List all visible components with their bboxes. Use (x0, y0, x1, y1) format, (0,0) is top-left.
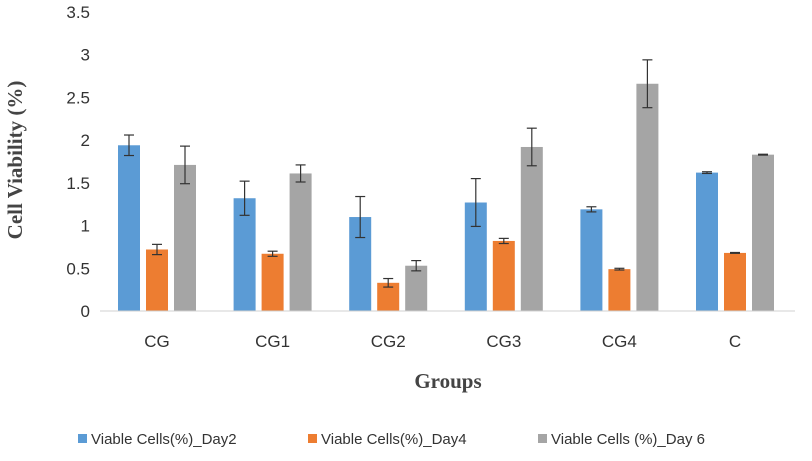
bar (233, 198, 256, 311)
error-bar (411, 259, 422, 272)
legend-swatch (78, 434, 87, 443)
x-tick-label: CG2 (371, 332, 406, 351)
error-bar (702, 171, 712, 175)
bar (349, 217, 372, 311)
x-tick-label: CG4 (602, 332, 637, 351)
bar (724, 252, 746, 311)
bar (520, 146, 543, 311)
bar (464, 202, 487, 311)
error-bar (239, 180, 250, 216)
error-bar (124, 134, 134, 157)
legend-label: Viable Cells(%)_Day2 (91, 431, 237, 448)
bar (580, 209, 603, 311)
legend: Viable Cells(%)_Day2 Viable Cells(%)_Day4… (78, 431, 705, 448)
bar (696, 172, 718, 311)
error-bar (180, 145, 190, 185)
error-bar (267, 250, 278, 257)
error-bar (355, 195, 366, 239)
error-bar (614, 267, 625, 271)
x-tick-label: CG3 (486, 332, 521, 351)
y-tick-label: 2 (81, 131, 90, 150)
x-axis-label: Groups (414, 369, 481, 393)
error-bar (526, 127, 537, 167)
error-bar (470, 177, 481, 228)
error-bar (152, 243, 162, 256)
y-tick-label: 1 (81, 217, 90, 236)
bar (174, 164, 196, 311)
bar (405, 265, 428, 311)
y-axis-label: Cell Viability (%) (3, 81, 27, 240)
bar (261, 253, 284, 311)
bar (146, 249, 168, 311)
error-bar (498, 237, 509, 245)
x-tick-label: C (729, 332, 741, 351)
error-bar (642, 59, 653, 109)
legend-label: Viable Cells(%)_Day4 (321, 431, 467, 448)
x-tick-label: CG (144, 332, 170, 351)
error-bar (730, 251, 740, 254)
error-bar (295, 164, 306, 183)
y-tick-label: 3 (81, 46, 90, 65)
y-tick-label: 2.5 (66, 88, 90, 107)
error-bar (383, 277, 394, 288)
y-tick-label: 0 (81, 302, 90, 321)
legend-label: Viable Cells (%)_Day 6 (551, 431, 705, 448)
bar (377, 282, 400, 311)
bar (492, 240, 515, 311)
bar (636, 83, 659, 311)
x-tick-label: CG1 (255, 332, 290, 351)
legend-swatch (538, 434, 547, 443)
legend-swatch (308, 434, 317, 443)
error-bar (758, 153, 768, 156)
y-tick-label: 3.5 (66, 3, 90, 22)
bar (118, 145, 140, 311)
y-tick-label: 0.5 (66, 259, 90, 278)
bar (289, 173, 312, 311)
y-tick-label: 1.5 (66, 174, 90, 193)
bar (608, 269, 631, 311)
error-bar (586, 206, 597, 213)
bar (752, 154, 774, 311)
